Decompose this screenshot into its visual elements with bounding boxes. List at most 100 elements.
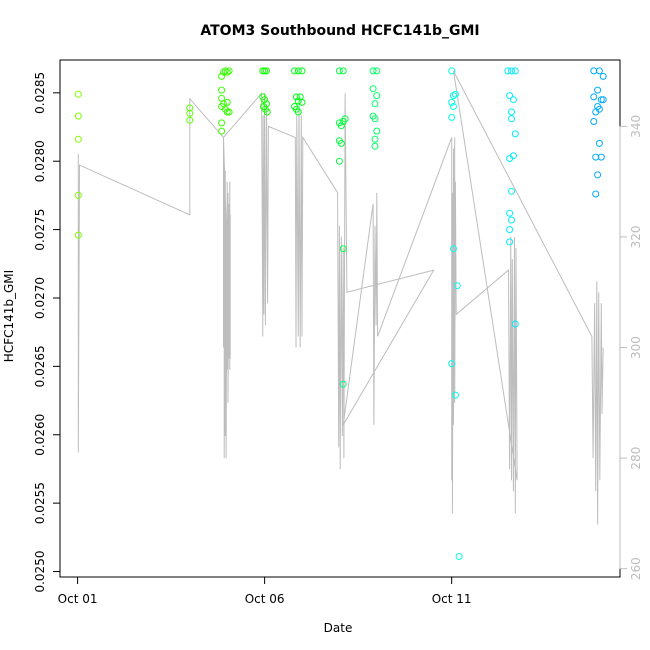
data-point xyxy=(341,115,349,123)
data-point xyxy=(218,86,226,94)
data-point xyxy=(592,190,600,198)
data-point xyxy=(339,245,347,253)
data-point xyxy=(225,108,233,116)
data-point xyxy=(223,98,231,106)
axes: Oct 01 Oct 06 Oct 11 0.0250 0.0255 0.0260 0.02… xyxy=(33,72,643,606)
data-point xyxy=(218,72,226,80)
data-point xyxy=(339,380,347,388)
data-point xyxy=(508,216,515,224)
data-point xyxy=(506,209,514,217)
data-point xyxy=(263,67,270,75)
data-point xyxy=(508,67,515,75)
y-tick-label: 0.0250 xyxy=(33,551,47,593)
data-point xyxy=(74,135,82,143)
data-point xyxy=(506,238,514,246)
data-point xyxy=(371,115,379,123)
data-point xyxy=(511,67,519,75)
data-point xyxy=(506,226,514,234)
data-point xyxy=(450,245,457,253)
data-point xyxy=(373,92,381,100)
data-point xyxy=(595,105,603,113)
data-point xyxy=(448,113,456,121)
right-tick-label: 340 xyxy=(629,115,643,138)
data-point xyxy=(223,68,231,76)
data-point xyxy=(261,96,269,104)
data-point xyxy=(594,171,602,179)
data-point xyxy=(597,153,605,161)
altitude-line xyxy=(77,70,604,525)
data-point xyxy=(186,104,194,112)
data-point xyxy=(455,553,463,560)
x-axis-label: Date xyxy=(324,621,353,635)
data-point xyxy=(337,122,345,130)
right-tick-label: 280 xyxy=(629,447,643,470)
data-point xyxy=(371,135,379,143)
right-tick-label: 260 xyxy=(629,557,643,580)
y-tick-label: 0.0265 xyxy=(33,345,47,387)
y-tick-label: 0.0285 xyxy=(33,72,47,114)
data-point xyxy=(298,98,306,106)
data-point xyxy=(186,116,194,124)
x-tick-label: Oct 01 xyxy=(58,592,98,606)
data-point xyxy=(451,391,459,399)
data-point xyxy=(590,93,598,101)
data-point xyxy=(373,127,381,135)
data-point xyxy=(74,90,82,98)
right-tick-label: 320 xyxy=(629,225,643,248)
data-point xyxy=(509,96,517,104)
right-tick-label: 300 xyxy=(629,336,643,359)
data-point xyxy=(599,96,607,104)
data-point xyxy=(339,67,347,75)
data-point xyxy=(450,92,457,100)
data-point xyxy=(448,360,456,368)
data-point xyxy=(599,72,607,80)
data-point xyxy=(450,103,457,110)
data-point xyxy=(218,119,226,127)
chart-title: ATOM3 Southbound HCFC141b_GMI xyxy=(200,23,479,39)
x-tick-label: Oct 11 xyxy=(432,592,472,606)
data-point xyxy=(373,67,381,75)
data-point xyxy=(369,85,377,93)
data-point xyxy=(225,67,233,75)
data-point xyxy=(451,90,459,98)
data-point xyxy=(294,67,302,75)
data-point xyxy=(511,320,519,328)
data-point xyxy=(291,67,298,75)
y-axis-label: HCFC141b_GMI xyxy=(2,270,16,362)
data-point xyxy=(335,157,343,165)
data-point xyxy=(294,97,302,105)
y-tick-label: 0.0280 xyxy=(33,140,47,182)
data-point xyxy=(590,118,598,125)
data-point xyxy=(335,67,343,75)
data-point xyxy=(504,67,512,75)
data-point xyxy=(508,187,515,195)
data-point xyxy=(590,67,598,75)
data-point xyxy=(263,108,271,116)
data-point xyxy=(511,130,519,138)
data-point xyxy=(369,67,377,75)
data-point xyxy=(595,139,603,147)
data-point xyxy=(218,127,226,135)
plot-area xyxy=(74,67,607,560)
data-point xyxy=(74,231,82,239)
data-point xyxy=(371,100,379,108)
data-point xyxy=(261,67,269,75)
data-point xyxy=(221,67,229,75)
data-point xyxy=(448,67,456,75)
data-point xyxy=(292,93,300,101)
y-tick-label: 0.0260 xyxy=(33,414,47,456)
data-point xyxy=(597,96,605,104)
data-point xyxy=(453,282,461,290)
data-point xyxy=(294,108,302,116)
data-point xyxy=(508,115,515,123)
x-tick-label: Oct 06 xyxy=(245,592,285,606)
data-point xyxy=(337,139,345,147)
data-point xyxy=(74,191,82,199)
data-point xyxy=(594,86,602,94)
data-point xyxy=(74,112,82,120)
y-tick-label: 0.0275 xyxy=(33,209,47,251)
data-point xyxy=(223,108,231,116)
data-point xyxy=(595,67,603,75)
y-tick-label: 0.0270 xyxy=(33,277,47,319)
